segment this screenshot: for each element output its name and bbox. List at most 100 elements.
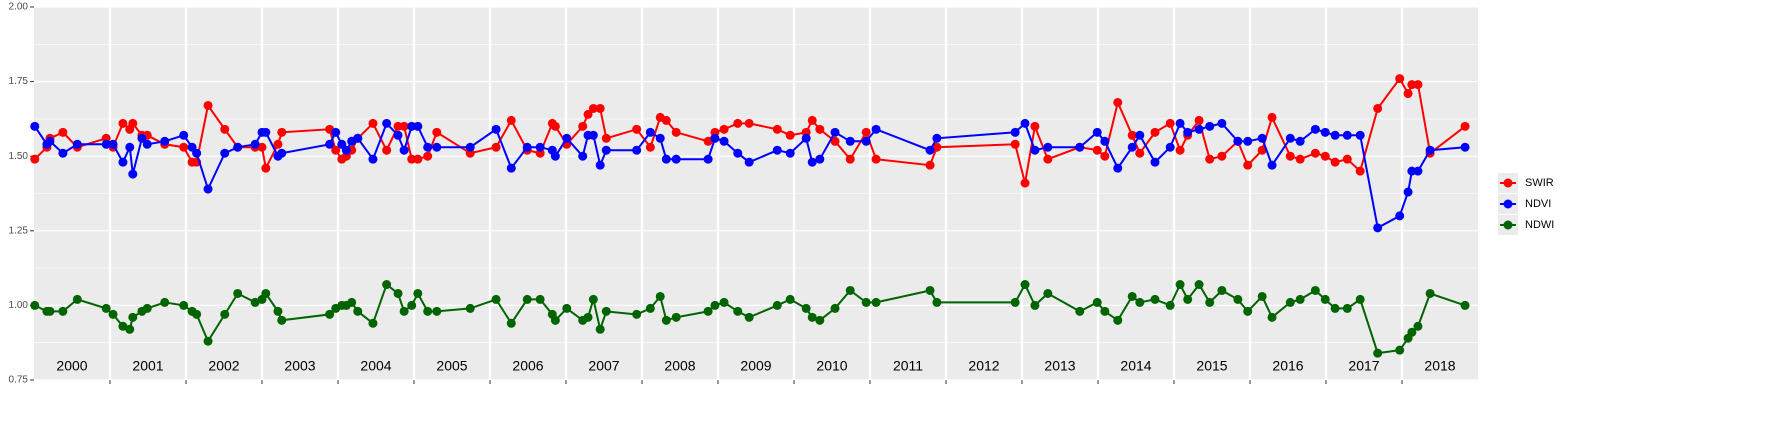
data-point <box>128 118 138 128</box>
data-point <box>261 288 271 298</box>
data-point <box>1320 151 1330 161</box>
data-point <box>1010 127 1020 137</box>
data-point <box>137 133 147 143</box>
data-point <box>1295 154 1305 164</box>
data-point <box>925 285 935 295</box>
data-point <box>1150 294 1160 304</box>
data-point <box>632 309 642 319</box>
data-point <box>583 312 593 322</box>
data-point <box>1020 178 1030 188</box>
data-point <box>250 139 260 149</box>
data-point <box>671 312 681 322</box>
y-tick-label: 1.75 <box>9 76 29 87</box>
y-tick-label: 1.25 <box>9 225 29 236</box>
legend-label: NDVI <box>1525 198 1551 210</box>
data-point <box>925 160 935 170</box>
data-point <box>703 154 713 164</box>
data-point <box>1113 315 1123 325</box>
data-point <box>655 291 665 301</box>
data-point <box>815 124 825 134</box>
data-point <box>733 118 743 128</box>
data-point <box>671 127 681 137</box>
data-point <box>1194 124 1204 134</box>
data-point <box>1373 223 1383 233</box>
data-point <box>595 103 605 113</box>
data-point <box>871 124 881 134</box>
data-point <box>1257 133 1267 143</box>
year-label: 2018 <box>1424 358 1455 374</box>
data-point <box>353 306 363 316</box>
data-point <box>645 303 655 313</box>
data-point <box>179 300 189 310</box>
data-point <box>203 100 213 110</box>
data-point <box>491 294 501 304</box>
data-point <box>925 145 935 155</box>
data-point <box>583 109 593 119</box>
data-point <box>1135 148 1145 158</box>
data-point <box>830 136 840 146</box>
data-point <box>588 294 598 304</box>
legend-label: NDWI <box>1525 219 1554 231</box>
data-point <box>703 136 713 146</box>
data-point <box>407 300 417 310</box>
data-point <box>432 306 442 316</box>
data-point <box>1030 145 1040 155</box>
data-point <box>719 136 729 146</box>
data-point <box>1113 163 1123 173</box>
data-point <box>1043 288 1053 298</box>
data-point <box>807 312 817 322</box>
data-point <box>393 288 403 298</box>
data-point <box>1373 348 1383 358</box>
data-point <box>393 130 403 140</box>
data-point <box>506 163 516 173</box>
data-point <box>645 142 655 152</box>
data-point <box>413 288 423 298</box>
data-point <box>1165 118 1175 128</box>
data-point <box>1413 321 1423 331</box>
data-point <box>399 145 409 155</box>
data-point <box>220 124 230 134</box>
data-point <box>1092 297 1102 307</box>
data-point <box>1127 142 1137 152</box>
data-point <box>347 297 357 307</box>
year-label: 2000 <box>56 358 87 374</box>
data-point <box>399 306 409 316</box>
data-point <box>1030 300 1040 310</box>
data-point <box>815 154 825 164</box>
data-point <box>1460 300 1470 310</box>
data-point <box>413 121 423 131</box>
data-point <box>588 130 598 140</box>
data-point <box>108 139 118 149</box>
data-point <box>220 309 230 319</box>
data-point <box>118 321 128 331</box>
data-point <box>1342 154 1352 164</box>
data-point <box>1243 136 1253 146</box>
data-point <box>1043 142 1053 152</box>
data-point <box>1175 145 1185 155</box>
data-point <box>1320 294 1330 304</box>
data-point <box>203 184 213 194</box>
data-point <box>1310 285 1320 295</box>
data-point <box>273 306 283 316</box>
data-point <box>1233 294 1243 304</box>
data-point <box>655 133 665 143</box>
data-point <box>1413 80 1423 90</box>
year-label: 2012 <box>968 358 999 374</box>
data-point <box>432 142 442 152</box>
data-point <box>719 297 729 307</box>
y-tick-label: 0.75 <box>9 375 29 386</box>
year-label: 2002 <box>208 358 239 374</box>
data-point <box>325 139 335 149</box>
data-point <box>353 133 363 143</box>
data-point <box>801 133 811 143</box>
data-point <box>535 294 545 304</box>
data-point <box>261 163 271 173</box>
data-point <box>1330 130 1340 140</box>
data-point <box>1165 142 1175 152</box>
data-point <box>1217 118 1227 128</box>
data-point <box>58 306 68 316</box>
data-point <box>1460 121 1470 131</box>
data-point <box>108 309 118 319</box>
data-point <box>1175 280 1185 290</box>
legend-label: SWIR <box>1525 177 1554 189</box>
